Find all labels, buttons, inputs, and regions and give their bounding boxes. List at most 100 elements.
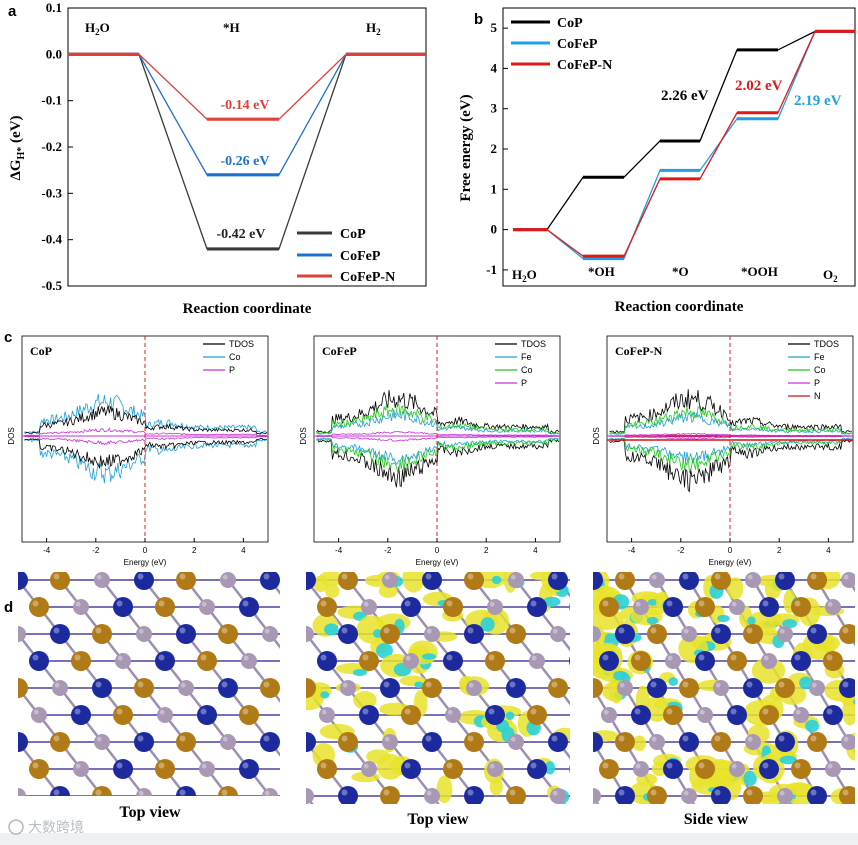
atom-highlight [778,573,785,580]
dos-legend-label-cop: TDOS [229,339,254,349]
atom-highlight [635,817,641,823]
atom-highlight [794,654,801,661]
atom-highlight [263,735,270,742]
atom-highlight [158,600,165,607]
isosurface-yellow [353,691,377,710]
atom-p [633,761,649,777]
atom-co [176,786,196,796]
panel-d-letter: d [4,599,13,616]
atom-co [679,572,699,590]
legend-label-cop-b: CoP [557,16,583,31]
atom-highlight [341,789,348,796]
panel-a-legend: CoP CoFeP CoFeP-N [297,227,395,285]
atom-p [199,761,215,777]
atom-highlight [137,681,144,688]
atom-highlight [137,573,144,580]
energy-label-cofep: -0.26 eV [221,154,270,169]
state-label-h2o-a: H2O [85,20,110,37]
atom-highlight [201,601,207,607]
atom-highlight [651,574,657,580]
atom-highlight [383,789,390,796]
panel-a-ylabel: ΔGH* (eV) [8,115,27,180]
atom-highlight [301,629,306,634]
atom-highlight [682,681,689,688]
atom-highlight [714,627,721,634]
atom-highlight [53,789,60,796]
atom-highlight [551,681,558,688]
atom-co [306,732,316,752]
atom-fe [611,813,631,833]
atom-highlight [615,817,621,823]
atom-highlight [551,735,558,742]
isosurface-yellow [436,775,453,804]
atom-highlight [201,817,207,823]
atom-p [601,707,617,723]
atom-fe [281,759,301,779]
atom-p [745,734,761,750]
atom-co [422,572,442,590]
atom-highlight [530,600,537,607]
dos-curve-cofep-TDOS-u [316,390,560,434]
dos-curve-cofep-Fe_dos-u [316,409,559,435]
panel-b-ylabel: Free energy (eV) [458,94,474,201]
atom-fe [359,651,379,671]
panel-b-y-ticks: 5 4 3 2 1 0 -1 [486,20,508,277]
atom-co [711,786,731,804]
atom-p [550,788,566,804]
atom-fe [401,705,421,725]
atom-highlight [158,762,165,769]
isosurface-yellow [645,695,669,722]
atom-p [713,680,729,696]
isosurface-cyan [799,676,813,690]
atom-highlight [222,574,228,580]
dos-legend-label-cop: P [229,365,235,375]
atom-p [424,788,440,804]
isosurface-cyan [613,670,628,681]
atom-highlight [698,762,705,769]
atom-co [18,732,28,752]
atom-co [527,597,547,617]
atom-highlight [602,600,609,607]
atom-highlight [747,736,753,742]
atom-highlight [264,790,270,796]
atom-highlight [53,573,60,580]
atom-fe [113,705,133,725]
state-label-h2o-b: H2O [512,267,537,284]
atom-p [220,572,236,588]
atom-highlight [811,682,817,688]
atom-highlight [179,789,186,796]
atom-highlight [95,627,102,634]
dos-curve-cop-Co_dos-u [24,394,268,434]
atom-highlight [619,682,625,688]
atom-fe [380,624,400,644]
isosurface-yellow [751,657,786,684]
isosurface-cyan [779,755,797,765]
panel-b-lines [513,29,855,261]
isosurface-cyan [747,616,756,625]
isosurface-cyan [717,614,730,623]
atom-p [825,599,841,615]
watermark-text: 大数跨境 [28,819,84,835]
atom-highlight [810,573,817,580]
atom-highlight [666,762,673,769]
isosurface-cyan [324,623,339,636]
atom-p [745,572,761,588]
atom-co [281,813,301,833]
atom-highlight [468,682,474,688]
atom-co [527,759,547,779]
atom-highlight [221,627,228,634]
caption-side-view: Side view [684,811,749,828]
atom-fe [631,651,651,671]
atom-highlight [301,791,306,796]
atom-highlight [531,655,537,661]
atom-highlight [827,601,833,607]
atom-p [761,815,777,831]
isosurface-yellow [325,583,340,599]
watermark-logo-icon [8,819,24,835]
atom-co [176,624,196,644]
atom-p [361,761,377,777]
dos-curve-cofep-n-P_dos-d [609,435,852,440]
atom-fe [727,651,747,671]
dos-curve-cofep-n-Co_green-u [609,405,852,435]
